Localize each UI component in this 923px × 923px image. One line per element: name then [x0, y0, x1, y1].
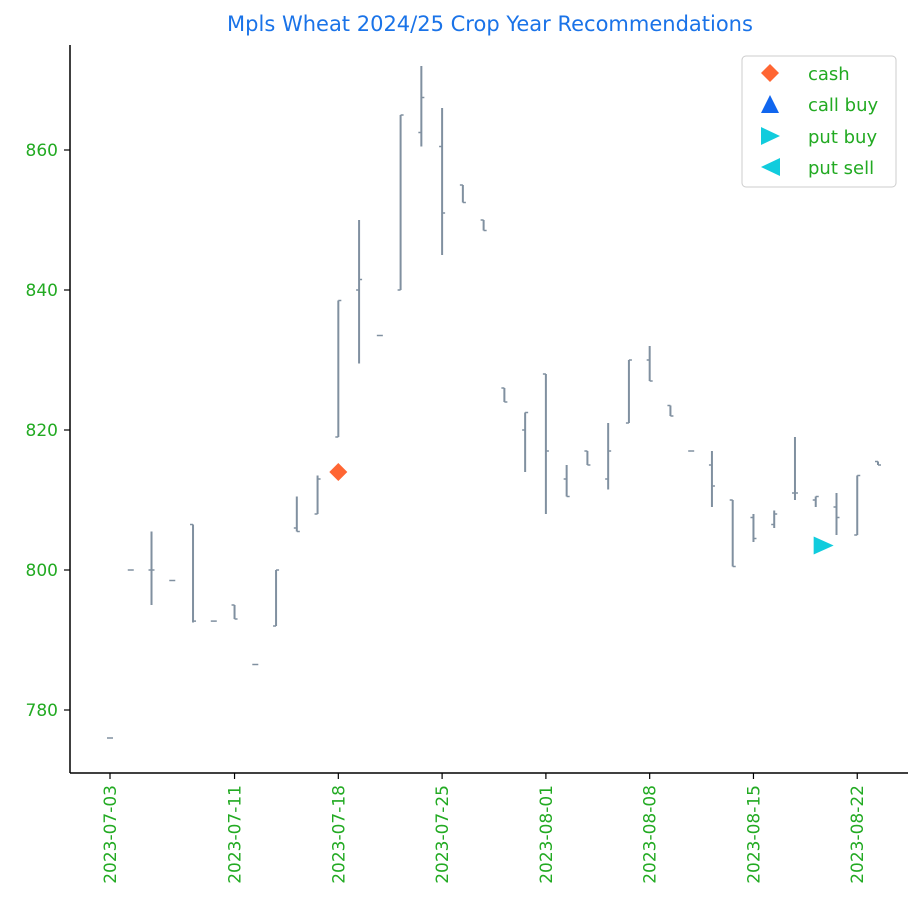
x-ticks: 2023-07-03 2023-07-11 2023-07-18 2023-07-25…	[101, 773, 868, 884]
legend: cash call buy put buy put sell	[741, 55, 897, 188]
legend-label-put-sell: put sell	[808, 158, 874, 179]
legend-item-call-buy: call buy	[761, 95, 878, 116]
legend-triangle-up-icon	[761, 95, 779, 113]
ohlc-bar	[750, 514, 757, 542]
ohlc-bar	[605, 423, 612, 490]
x-tick-label: 2023-08-08	[641, 785, 661, 884]
chart-title: Mpls Wheat 2024/25 Crop Year Recommendat…	[227, 12, 753, 36]
y-tick-label: 840	[26, 281, 58, 301]
ohlc-bar	[542, 373, 549, 514]
ohlc-bar	[522, 411, 529, 472]
x-tick-label: 2023-07-11	[226, 785, 246, 884]
legend-diamond-icon	[761, 64, 779, 82]
y-tick-label: 860	[26, 141, 58, 161]
legend-label-call-buy: call buy	[808, 95, 878, 116]
ohlc-bar	[646, 346, 653, 382]
ohlc-bars	[107, 66, 881, 739]
ohlc-bar	[210, 620, 217, 622]
ohlc-bar	[688, 450, 695, 452]
ohlc-bar	[231, 604, 238, 620]
cash-marker	[329, 463, 348, 481]
legend-triangle-right-icon	[761, 127, 780, 145]
y-ticks: 780 800 820 840 860	[26, 141, 70, 721]
ohlc-bar	[376, 334, 383, 337]
ohlc-bar	[356, 220, 363, 364]
ohlc-bar	[397, 114, 404, 291]
ohlc-bar	[791, 437, 798, 500]
ohlc-bar	[667, 404, 674, 417]
axes	[69, 45, 908, 774]
ohlc-bar	[501, 387, 508, 403]
x-tick-label: 2023-08-15	[744, 785, 764, 884]
ohlc-bar	[169, 579, 176, 582]
ohlc-bar	[335, 299, 342, 438]
ohlc-bar	[584, 450, 591, 466]
x-tick-label: 2023-07-18	[329, 785, 349, 884]
ohlc-bar	[812, 495, 819, 507]
x-tick-label: 2023-08-22	[848, 785, 868, 884]
ohlc-bar	[273, 569, 280, 627]
ohlc-bar	[252, 663, 259, 666]
signal-markers	[329, 463, 834, 555]
ohlc-bar	[418, 66, 425, 147]
ohlc-bar	[293, 496, 300, 533]
y-tick-label: 780	[26, 701, 58, 721]
put-buy-marker	[813, 536, 834, 555]
ohlc-bar	[875, 460, 881, 466]
ohlc-bar	[833, 493, 840, 535]
legend-triangle-left-icon	[761, 158, 780, 176]
ohlc-bar	[190, 523, 197, 623]
legend-item-put-buy: put buy	[761, 127, 877, 148]
ohlc-bar	[107, 737, 113, 739]
legend-label-put-buy: put buy	[808, 127, 877, 148]
ohlc-bar	[480, 219, 487, 232]
legend-box	[741, 55, 897, 188]
ohlc-bar	[854, 474, 861, 536]
ohlc-bar	[708, 451, 715, 507]
legend-item-cash: cash	[761, 64, 850, 85]
ohlc-bar	[625, 359, 632, 424]
y-tick-label: 800	[26, 561, 58, 581]
ohlc-bar	[459, 184, 466, 204]
legend-item-put-sell: put sell	[761, 158, 874, 179]
ohlc-bar	[563, 465, 570, 498]
ohlc-bar	[314, 475, 321, 515]
x-tick-label: 2023-07-25	[433, 785, 453, 884]
legend-label-cash: cash	[808, 64, 850, 85]
y-tick-label: 820	[26, 421, 58, 441]
ohlc-bar	[771, 510, 778, 528]
ohlc-bar	[439, 108, 446, 255]
x-tick-label: 2023-07-03	[101, 785, 121, 884]
ohlc-bar	[148, 531, 155, 605]
ohlc-bar	[127, 569, 134, 571]
x-tick-label: 2023-08-01	[537, 785, 557, 884]
ohlc-bar	[729, 499, 736, 568]
